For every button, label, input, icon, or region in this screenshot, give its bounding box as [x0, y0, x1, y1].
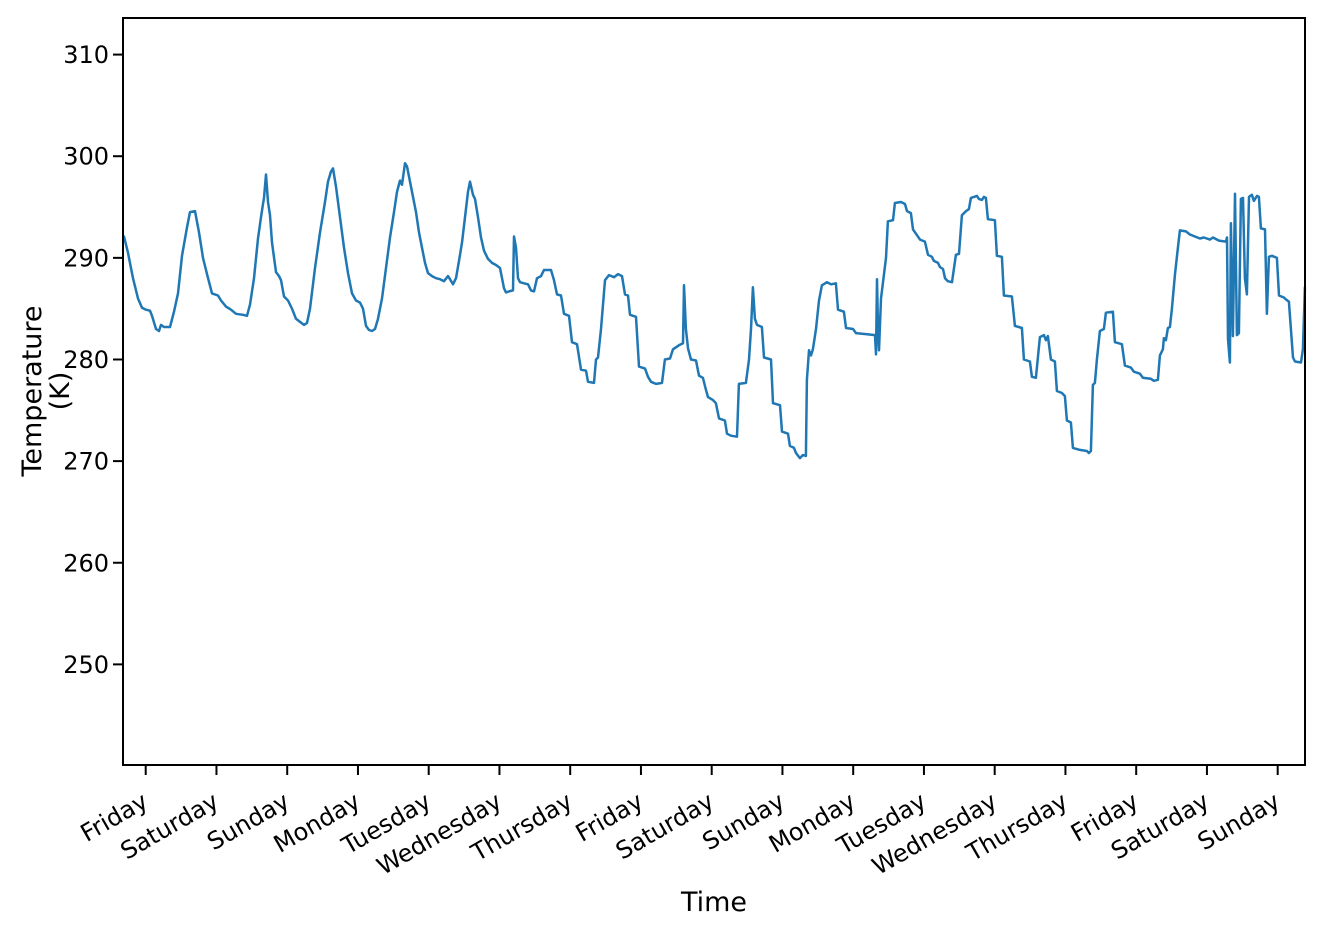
y-axis: 250 260 270 280 290 300 310 — [63, 41, 122, 679]
temperature-series-line — [122, 162, 1307, 460]
y-tick-label: 270 — [63, 448, 109, 476]
y-tick-label: 290 — [63, 244, 109, 272]
y-tick-label: 300 — [63, 143, 109, 171]
y-tick-label: 310 — [63, 41, 109, 69]
y-tick-label: 280 — [63, 346, 109, 374]
y-tick-label: 250 — [63, 651, 109, 679]
x-axis: FridaySaturdaySundayMondayTuesdayWednesd… — [76, 766, 1285, 881]
y-tick-label: 260 — [63, 549, 109, 577]
x-tick-label: Sunday — [1193, 787, 1285, 856]
x-axis-title: Time — [680, 887, 748, 918]
y-axis-title: Temperature (K) — [17, 305, 76, 477]
plot-spines — [122, 17, 1306, 766]
